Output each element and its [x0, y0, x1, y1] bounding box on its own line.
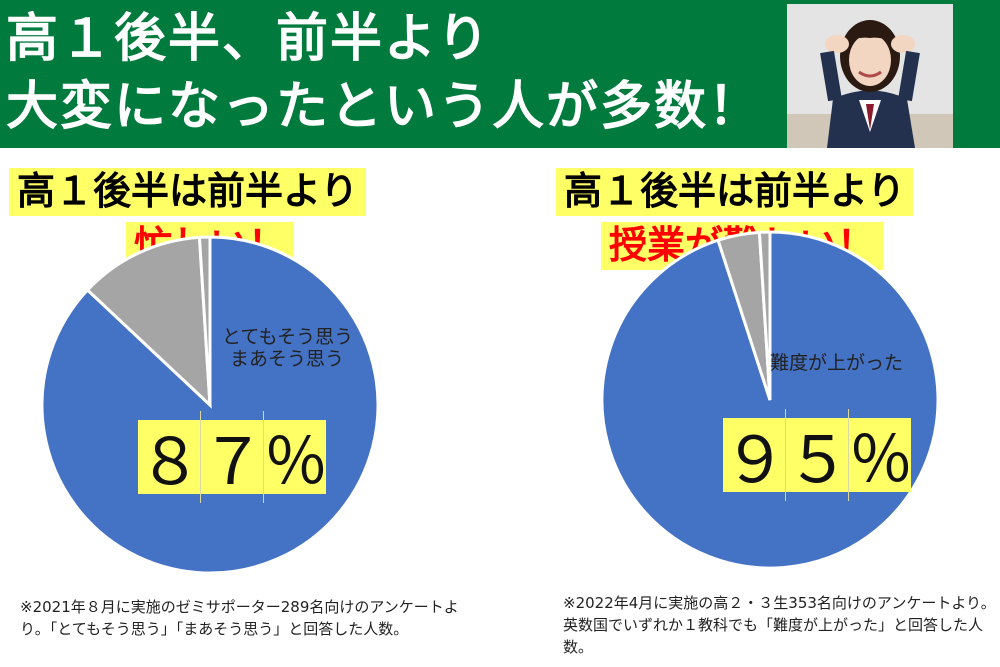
left-pie-slice-2: [85, 235, 212, 409]
right-label-line1: 高１後半は前半より: [556, 168, 914, 216]
left-percent-digit-2: ７: [201, 411, 265, 503]
right-percent-digit-2: ５: [786, 409, 850, 501]
left-label-line1: 高１後半は前半より: [9, 168, 367, 216]
right-pie-chart: [590, 220, 950, 580]
right-percent-sign: ％: [849, 424, 913, 498]
left-slice-label-line2: まあそう思う: [230, 348, 345, 370]
student-photo: [787, 4, 953, 148]
left-survey-note: ※2021年８月に実施のゼミサポーター289名向けのアンケートより。「とてもそう…: [20, 598, 459, 638]
left-percent-digit-1: ８: [138, 411, 202, 503]
left-pie-svg: [40, 235, 380, 575]
left-slice-label-line1: とてもそう思う: [222, 326, 354, 348]
left-pie-chart: [30, 225, 390, 585]
left-percent-sign: ％: [264, 426, 328, 500]
right-percent-box: ９ ５ ％: [723, 409, 913, 501]
student-photo-illustration: [787, 4, 953, 148]
right-pie-slice-3: [757, 230, 772, 401]
right-pie-svg: [600, 230, 940, 570]
right-slice-label: 難度が上がった: [770, 352, 904, 374]
banner-title-line1: 高１後半、前半より: [6, 9, 491, 69]
left-slice-label: とてもそう思う まあそう思う: [222, 326, 353, 370]
banner-title-line2: 大変になったという人が多数！: [6, 77, 763, 137]
right-percent-digit-1: ９: [723, 409, 787, 501]
right-survey-note: ※2022年4月に実施の高２・３生353名向けのアンケートより。英数国でいずれか…: [563, 594, 996, 656]
left-percent-box: ８ ７ ％: [138, 411, 328, 503]
left-pie-slice-3: [197, 235, 212, 406]
